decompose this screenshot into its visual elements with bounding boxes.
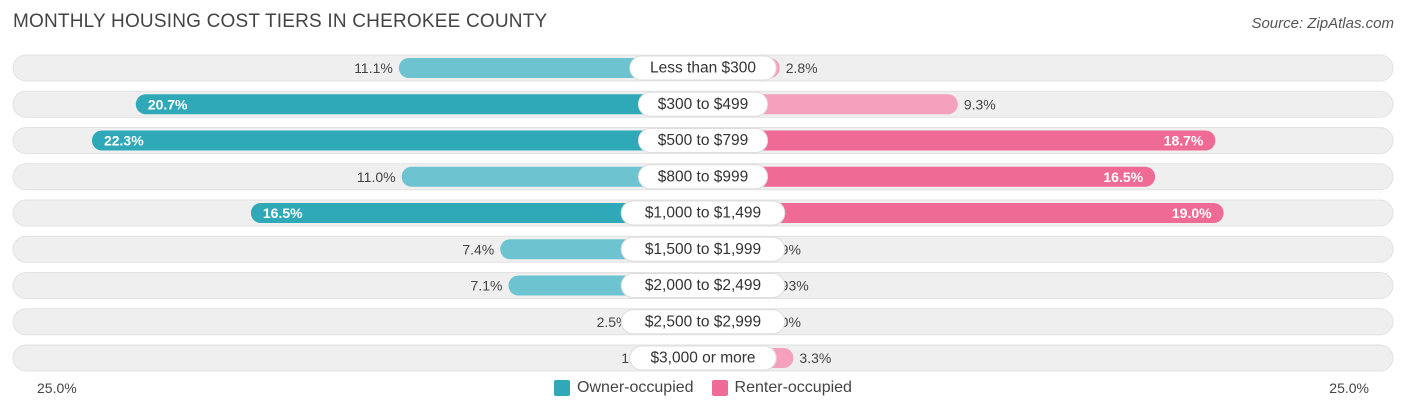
owner-value-label: 7.1%: [471, 278, 503, 294]
renter-bar: [703, 166, 1156, 187]
renter-value-label: 16.5%: [1103, 169, 1143, 185]
category-label: $300 to $499: [658, 96, 749, 113]
legend-label-owner: Owner-occupied: [577, 379, 694, 396]
owner-bar: [401, 166, 703, 187]
renter-value-label: 19.0%: [1172, 205, 1212, 221]
legend-swatch-owner: [554, 380, 571, 396]
owner-bar: [135, 94, 703, 115]
axis-label-left: 25.0%: [37, 380, 77, 396]
owner-bar: [398, 58, 703, 78]
category-pill: [637, 91, 769, 117]
category-pill: [620, 273, 786, 298]
category-pill: [620, 200, 786, 226]
category-label: $800 to $999: [658, 168, 749, 185]
owner-value-label: 20.7%: [148, 96, 188, 112]
category-pill: [629, 345, 777, 371]
category-label: Less than $300: [650, 60, 756, 77]
category-label: $2,500 to $2,999: [645, 313, 761, 330]
owner-value-label: 11.1%: [354, 60, 393, 76]
renter-bar: [703, 203, 1224, 223]
category-label: $1,500 to $1,999: [645, 241, 761, 258]
category-label: $3,000 or more: [650, 350, 755, 367]
category-pill: [637, 164, 769, 190]
category-pill: [620, 309, 786, 335]
legend: Owner-occupied Renter-occupied: [0, 379, 1406, 397]
owner-value-label: 7.4%: [462, 241, 494, 257]
category-pill: [637, 128, 769, 153]
owner-bar: [250, 203, 703, 223]
legend-swatch-renter: [711, 380, 728, 396]
owner-value-label: 22.3%: [104, 133, 144, 149]
owner-value-label: 16.5%: [263, 205, 303, 221]
renter-value-label: 3.3%: [799, 350, 831, 366]
chart-title: MONTHLY HOUSING COST TIERS IN CHEROKEE C…: [13, 11, 548, 32]
category-label: $500 to $799: [658, 132, 749, 149]
axis-label-right: 25.0%: [1329, 380, 1369, 396]
renter-value-label: 2.8%: [786, 60, 818, 76]
source-label: Source: ZipAtlas.com: [1251, 15, 1394, 32]
renter-value-label: 18.7%: [1164, 133, 1204, 149]
renter-bar: [703, 130, 1216, 151]
legend-item-owner: Owner-occupied: [554, 379, 694, 397]
owner-value-label: 11.0%: [357, 169, 396, 185]
owner-value-label: 2.5%: [597, 314, 629, 330]
category-label: $2,000 to $2,499: [645, 277, 761, 294]
owner-bar: [91, 130, 704, 151]
renter-value-label: 9.3%: [964, 96, 996, 112]
category-pill: [629, 55, 777, 81]
legend-label-renter: Renter-occupied: [734, 379, 852, 396]
legend-item-renter: Renter-occupied: [711, 379, 852, 397]
category-pill: [620, 236, 786, 262]
category-label: $1,000 to $1,499: [645, 205, 761, 222]
